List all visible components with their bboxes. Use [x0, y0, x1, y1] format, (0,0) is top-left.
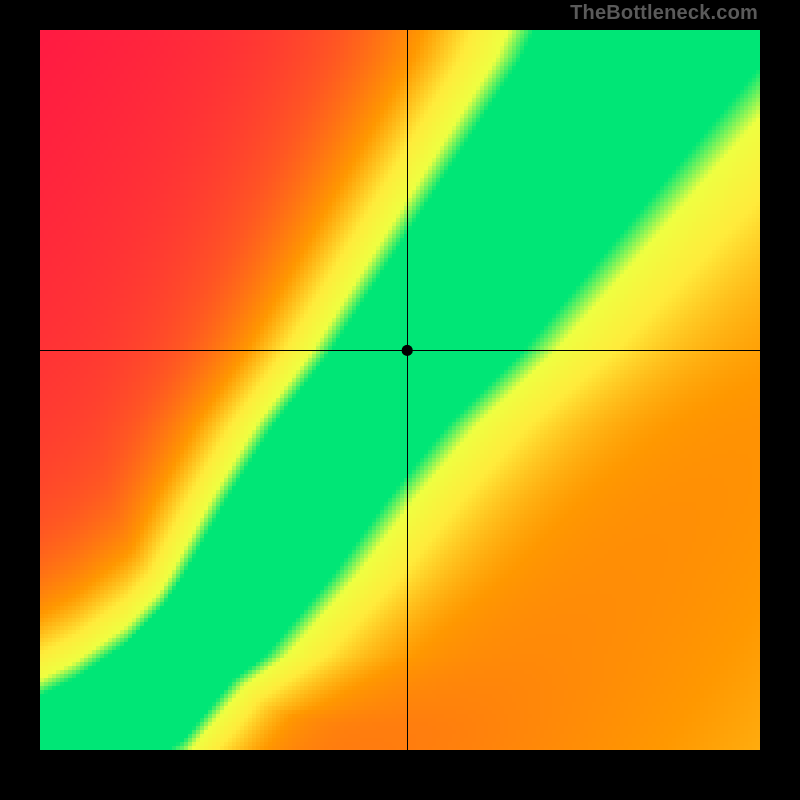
figure-container: TheBottleneck.com: [0, 0, 800, 800]
bottleneck-heatmap: [40, 30, 760, 750]
watermark-label: TheBottleneck.com: [570, 2, 758, 25]
